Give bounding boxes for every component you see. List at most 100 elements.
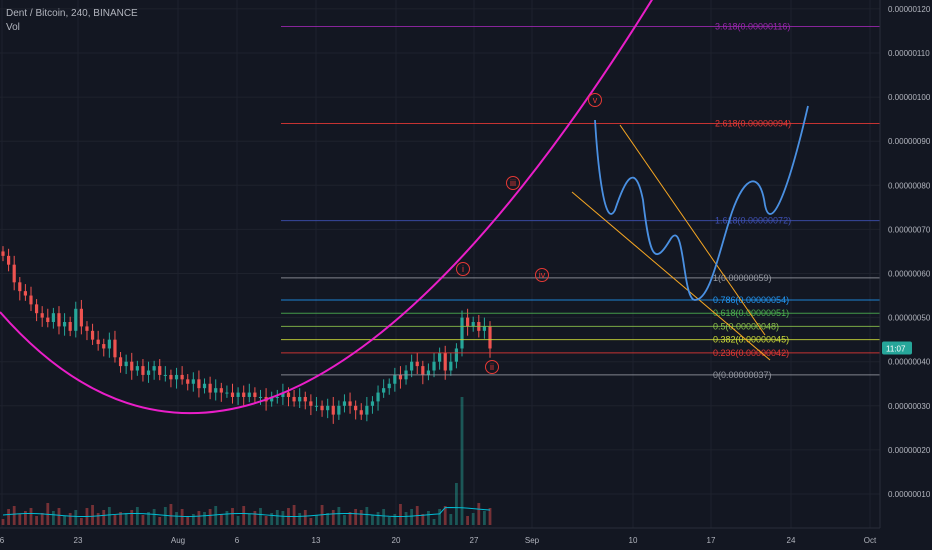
volume-bar [326,513,330,525]
volume-bar [23,511,27,525]
time-tick-label: 6 [0,536,5,545]
volume-bar [96,513,100,525]
fib-level-label: 0.236(0.00000042) [713,348,789,358]
volume-bar [359,510,363,525]
volume-bar [197,511,201,525]
candle-body [342,401,347,406]
volume-bar [298,513,302,525]
wave-label-circle [506,176,520,190]
candle-body [258,396,263,398]
volume-bar [410,509,414,525]
projected-path [594,105,809,301]
time-axis[interactable]: 6 23 Aug 6 13 20 27 Sep 10 17 24 Oct [0,536,877,545]
candle-body [460,317,464,349]
candle-body [1,251,5,256]
candle-body [454,348,459,362]
volume-bar [303,510,307,525]
candle-body [382,388,386,393]
volume-bar [225,511,229,525]
volume-bar [259,508,262,525]
volume-bar [438,509,442,525]
time-tick-label: 23 [74,536,83,545]
volume-bar [427,511,430,525]
volume-bar [91,505,94,525]
candle-body [96,339,100,345]
volume-bar [57,508,61,525]
fib-level-label: 1.618(0.00000072) [715,216,791,226]
volume-bar [175,512,178,525]
candle-body [107,339,111,349]
candle-body [331,405,335,415]
drawings [0,0,809,414]
price-axis[interactable]: 0.00000120 0.00000110 0.00000100 0.00000090… [882,5,931,499]
wave-label-v: v [593,95,598,105]
current-time-badge-label: 11:07 [886,344,906,353]
time-tick-label: 17 [707,536,716,545]
volume-bar [135,507,139,525]
candle-body [482,326,487,331]
candle-body [158,366,162,375]
wave-label-circle [456,262,470,276]
candle-body [393,374,397,384]
candle-body [466,317,470,327]
candle-body [365,405,369,415]
volume-bar [51,511,55,525]
wave-label-i: i [462,264,464,274]
candle-body [320,405,324,411]
volume-bar [219,514,223,525]
volume-bar [382,509,386,525]
candle-body [186,379,190,384]
candle-body [169,374,173,380]
volume-indicator-label[interactable]: Vol [6,22,20,33]
candle-body [85,326,89,331]
candle-body [432,361,436,371]
wave-label-ii: ii [490,362,494,372]
grid-lines [0,0,880,528]
volume-bar [35,516,38,525]
candle-body [46,317,50,323]
volume-bar [331,510,335,525]
candle-body [219,388,223,393]
time-tick-label: 13 [312,536,321,545]
volume-bar [387,517,391,525]
volume-bar [141,515,145,525]
volume-bar [214,506,218,525]
volume-bar [158,517,162,525]
volume-bar [376,512,380,525]
candle-body [130,361,134,371]
candle-body [253,392,257,397]
price-tick-label: 0.00000020 [888,446,931,455]
volume-bar [292,505,296,525]
candle-body [163,374,167,376]
fibonacci-levels: 3.618(0.00000116) 2.618(0.00000094) 1.618(… [281,22,880,380]
candle-body [303,396,307,402]
price-tick-label: 0.00000010 [888,490,931,499]
time-tick-label: 27 [470,536,479,545]
volume-bar [163,507,167,525]
candle-body [40,313,44,318]
candle-body [79,308,83,327]
price-tick-label: 0.00000110 [888,49,930,58]
candle-body [74,308,78,331]
volume-bar [337,507,341,525]
candle-body [102,344,106,349]
candle-body [191,379,195,384]
volume-bar [152,509,156,525]
time-tick-label: 6 [235,536,240,545]
channel-line-lower [571,191,771,361]
volume-bar [29,508,33,525]
candle-body [18,282,22,292]
volume-bar [236,516,240,525]
volume-bar [343,515,346,525]
volume-bar [18,514,22,525]
volume-bar [477,503,481,525]
price-tick-label: 0.00000030 [888,402,931,411]
volume-bar [315,515,318,525]
volume-bar [208,509,212,525]
candle-body [230,392,235,397]
current-price-badge [882,341,912,355]
volume-bar [483,511,486,525]
volume-bar [393,514,397,525]
